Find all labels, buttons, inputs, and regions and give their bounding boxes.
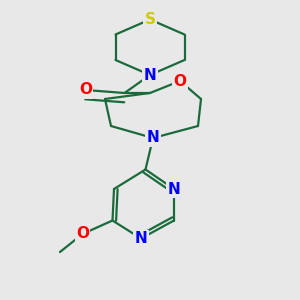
- Text: N: N: [144, 68, 156, 82]
- Text: O: O: [79, 82, 92, 98]
- Text: S: S: [145, 12, 155, 27]
- Text: N: N: [147, 130, 159, 146]
- Text: N: N: [168, 182, 180, 196]
- Text: O: O: [173, 74, 187, 88]
- Text: O: O: [76, 226, 89, 242]
- Text: N: N: [135, 231, 147, 246]
